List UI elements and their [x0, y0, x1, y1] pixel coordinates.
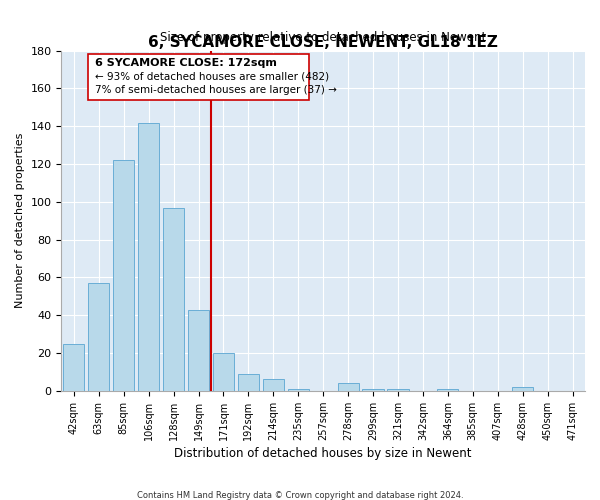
Bar — [188, 310, 209, 391]
Text: ← 93% of detached houses are smaller (482): ← 93% of detached houses are smaller (48… — [95, 72, 329, 82]
Text: 6 SYCAMORE CLOSE: 172sqm: 6 SYCAMORE CLOSE: 172sqm — [95, 58, 277, 68]
Bar — [213, 353, 234, 391]
Bar — [63, 344, 85, 391]
Bar — [263, 380, 284, 391]
Bar — [338, 384, 359, 391]
Bar — [138, 122, 159, 391]
Text: 7% of semi-detached houses are larger (37) →: 7% of semi-detached houses are larger (3… — [95, 84, 337, 94]
Bar — [287, 389, 309, 391]
X-axis label: Distribution of detached houses by size in Newent: Distribution of detached houses by size … — [175, 447, 472, 460]
Bar — [163, 208, 184, 391]
Bar — [512, 387, 533, 391]
Bar — [238, 374, 259, 391]
Bar — [362, 389, 383, 391]
Text: Contains HM Land Registry data © Crown copyright and database right 2024.: Contains HM Land Registry data © Crown c… — [137, 490, 463, 500]
Y-axis label: Number of detached properties: Number of detached properties — [15, 133, 25, 308]
FancyBboxPatch shape — [88, 54, 310, 100]
Bar — [113, 160, 134, 391]
Bar — [88, 283, 109, 391]
Bar — [388, 389, 409, 391]
Bar — [437, 389, 458, 391]
Title: 6, SYCAMORE CLOSE, NEWENT, GL18 1EZ: 6, SYCAMORE CLOSE, NEWENT, GL18 1EZ — [148, 34, 498, 50]
Text: Size of property relative to detached houses in Newent: Size of property relative to detached ho… — [160, 31, 487, 44]
